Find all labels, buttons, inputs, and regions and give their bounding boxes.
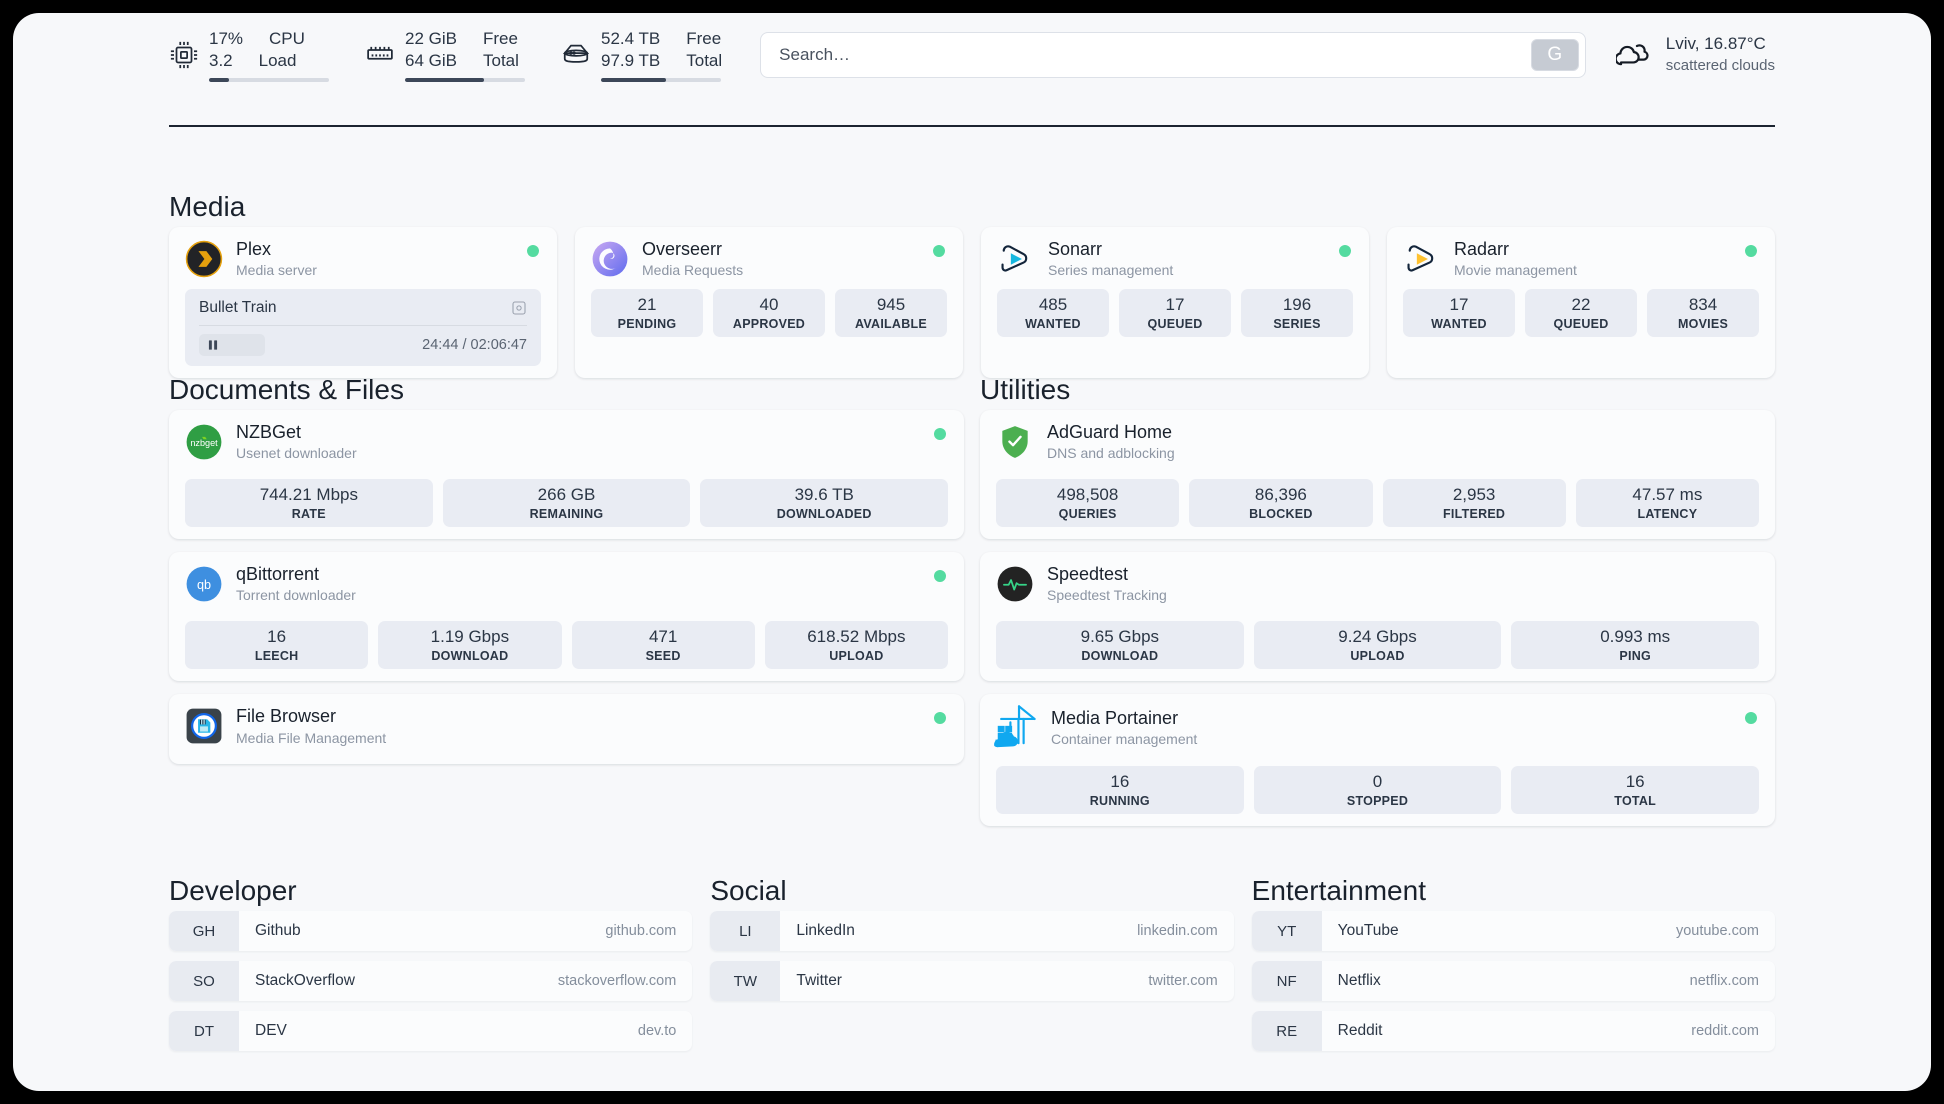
svg-text:qb: qb — [197, 578, 211, 592]
svg-text:nzbget: nzbget — [190, 438, 218, 448]
